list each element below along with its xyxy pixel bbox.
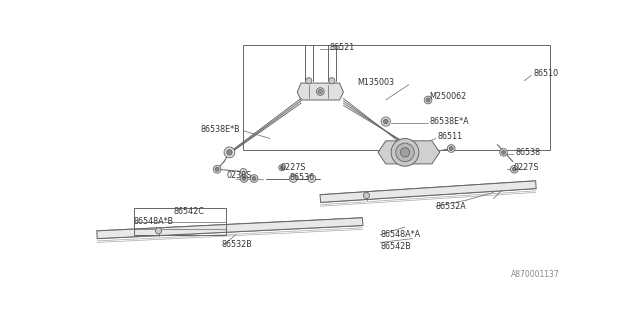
Circle shape — [426, 98, 430, 102]
Circle shape — [391, 139, 419, 166]
Circle shape — [316, 88, 324, 95]
Text: 86538: 86538 — [516, 148, 541, 157]
Polygon shape — [97, 218, 363, 239]
Text: 86511: 86511 — [437, 132, 463, 141]
Text: M135003: M135003 — [357, 78, 394, 87]
Circle shape — [227, 150, 232, 155]
Text: 86542C: 86542C — [174, 207, 205, 216]
Circle shape — [513, 167, 516, 171]
Circle shape — [424, 96, 432, 104]
Text: 86521: 86521 — [330, 43, 355, 52]
Circle shape — [252, 177, 256, 180]
Circle shape — [242, 177, 246, 180]
Text: 86538E*B: 86538E*B — [201, 125, 241, 134]
Text: 86532A: 86532A — [436, 202, 467, 211]
Text: 86542B: 86542B — [380, 242, 411, 251]
Text: 86510: 86510 — [534, 68, 559, 77]
Text: 86536: 86536 — [289, 172, 315, 181]
Text: 86532B: 86532B — [221, 240, 253, 249]
Polygon shape — [378, 141, 440, 164]
Circle shape — [308, 175, 316, 182]
Text: A870001137: A870001137 — [511, 270, 560, 279]
Circle shape — [215, 167, 219, 171]
Circle shape — [224, 147, 235, 158]
Circle shape — [449, 147, 453, 150]
Circle shape — [383, 119, 388, 124]
Circle shape — [213, 165, 221, 173]
Circle shape — [396, 143, 414, 162]
Circle shape — [502, 150, 506, 154]
Polygon shape — [320, 181, 536, 203]
Text: 0227S: 0227S — [513, 163, 539, 172]
Text: 0238S: 0238S — [227, 171, 252, 180]
Bar — [243, 44, 550, 150]
Circle shape — [511, 165, 518, 173]
Circle shape — [329, 78, 335, 84]
Circle shape — [289, 175, 297, 182]
Circle shape — [381, 117, 390, 126]
Circle shape — [279, 165, 285, 171]
Circle shape — [447, 145, 455, 152]
Circle shape — [364, 192, 369, 198]
Circle shape — [318, 90, 322, 93]
Circle shape — [156, 228, 162, 234]
Circle shape — [240, 175, 248, 182]
Circle shape — [306, 78, 312, 84]
Text: 86538E*A: 86538E*A — [429, 117, 469, 126]
Circle shape — [240, 169, 246, 175]
Circle shape — [401, 148, 410, 157]
Polygon shape — [297, 83, 344, 100]
Text: 86548A*B: 86548A*B — [134, 217, 174, 226]
Circle shape — [280, 166, 284, 169]
Text: 0227S: 0227S — [280, 163, 306, 172]
Circle shape — [500, 148, 508, 156]
Circle shape — [250, 175, 258, 182]
Text: 86548A*A: 86548A*A — [380, 230, 420, 239]
Text: M250062: M250062 — [429, 92, 467, 101]
Bar — [134, 208, 227, 235]
